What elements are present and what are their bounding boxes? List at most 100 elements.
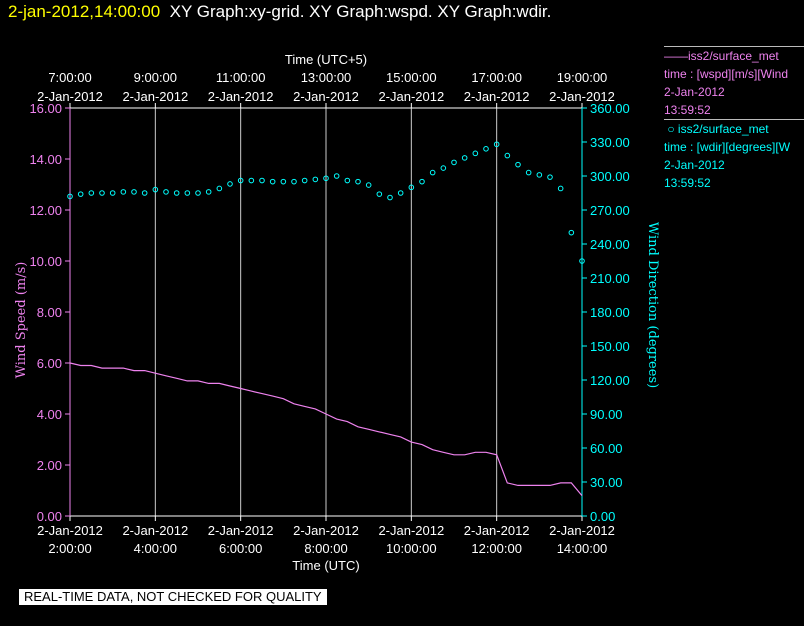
x-axis-label-bottom: Time (UTC) — [292, 558, 359, 573]
legend-marker-swatch: ○ — [664, 122, 678, 136]
x-top-tick-label-date: 2-Jan-2012 — [122, 89, 188, 104]
series-wdir-point — [131, 189, 137, 195]
series-wdir-point — [88, 190, 95, 196]
x-tick-label-time: 8:00:00 — [304, 541, 347, 556]
legend-wspd-date: 2-Jan-2012 — [664, 85, 725, 99]
series-wdir-point — [493, 141, 500, 148]
x-tick-label-date: 2-Jan-2012 — [37, 523, 103, 538]
y-right-tick-label: 120.00 — [590, 373, 630, 388]
legend-wspd-name: iss2/surface_met — [688, 49, 779, 63]
y-right-tick-label: 180.00 — [590, 305, 630, 320]
series-wdir-point — [376, 191, 383, 197]
series-wdir-point — [440, 165, 447, 171]
x-tick-label-time: 6:00:00 — [219, 541, 262, 556]
quality-disclaimer: REAL-TIME DATA, NOT CHECKED FOR QUALITY — [19, 589, 327, 605]
series-wdir-point — [355, 178, 361, 185]
series-wdir-point — [483, 146, 489, 152]
series-wdir-point — [184, 190, 191, 196]
series-wdir-point — [557, 185, 564, 192]
y-left-tick-label: 12.00 — [29, 203, 62, 218]
y-left-tick-label: 4.00 — [37, 407, 62, 422]
series-wdir-point — [67, 193, 73, 200]
x-top-tick-label-time: 9:00:00 — [134, 70, 177, 85]
series-wdir-point — [419, 178, 425, 185]
series-wdir-point — [387, 194, 393, 201]
x-top-tick-label-time: 11:00:00 — [216, 70, 266, 85]
x-top-tick-label-date: 2-Jan-2012 — [293, 89, 359, 104]
y-left-tick-label: 2.00 — [37, 458, 62, 473]
x-top-tick-label-time: 7:00:00 — [48, 70, 91, 85]
legend-wdir-var: time : [wdir][degrees][W — [664, 140, 791, 154]
series-wdir-point — [408, 184, 415, 191]
x-top-tick-label-time: 13:00:00 — [301, 70, 352, 85]
y-right-tick-label: 90.00 — [590, 407, 623, 422]
y-left-tick-label: 16.00 — [29, 101, 62, 116]
y-left-tick-label: 10.00 — [29, 254, 62, 269]
x-axis-label-top: Time (UTC+5) — [285, 52, 367, 67]
y-right-tick-label: 330.00 — [590, 135, 630, 150]
series-wdir-point — [237, 177, 244, 184]
series-wdir-point — [227, 181, 233, 187]
graph-list: XY Graph:xy-grid. XY Graph:wspd. XY Grap… — [169, 2, 552, 21]
x-tick-label-date: 2-Jan-2012 — [549, 523, 615, 538]
series-wdir-point — [205, 189, 212, 195]
x-top-tick-label-date: 2-Jan-2012 — [549, 89, 615, 104]
series-wdir-point — [579, 258, 585, 264]
series-wdir-point — [99, 190, 105, 196]
series-wdir-point — [109, 190, 116, 196]
y-right-tick-label: 300.00 — [590, 169, 630, 184]
series-wdir-point — [173, 190, 180, 196]
legend-wdir-name: iss2/surface_met — [677, 122, 769, 136]
y-left-tick-label: 6.00 — [37, 356, 62, 371]
series-wdir-point — [461, 155, 468, 161]
series-wdir-point — [216, 185, 223, 192]
y-right-tick-label: 60.00 — [590, 441, 623, 456]
series-wdir-point — [120, 189, 127, 195]
x-top-tick-label-date: 2-Jan-2012 — [208, 89, 274, 104]
series-wdir-point — [269, 178, 276, 185]
series-wdir-point — [515, 161, 521, 168]
y-axis-label-left: Wind Speed (m/s) — [14, 262, 29, 379]
timestamp: 2-jan-2012,14:00:00 — [8, 2, 161, 21]
series-wdir-point — [259, 177, 265, 184]
series-wdir-point — [333, 173, 340, 179]
x-tick-label-time: 4:00:00 — [134, 541, 177, 556]
y-right-tick-label: 0.00 — [590, 509, 615, 524]
series-wdir-point — [312, 176, 319, 183]
y-right-tick-label: 150.00 — [590, 339, 630, 354]
x-top-tick-label-date: 2-Jan-2012 — [37, 89, 103, 104]
series-wdir-point — [536, 172, 543, 178]
x-tick-label-date: 2-Jan-2012 — [293, 523, 359, 538]
x-tick-label-date: 2-Jan-2012 — [378, 523, 444, 538]
y-right-tick-label: 360.00 — [590, 101, 630, 116]
series-wdir-point — [344, 177, 351, 184]
series-wdir-point — [504, 152, 511, 159]
legend-wdir-time: 13:59:52 — [664, 176, 711, 190]
x-tick-label-date: 2-Jan-2012 — [208, 523, 274, 538]
y-right-tick-label: 210.00 — [590, 271, 630, 286]
graph-title: 2-jan-2012,14:00:00 XY Graph:xy-grid. XY… — [8, 2, 551, 22]
series-wdir-point — [280, 178, 287, 185]
x-tick-label-date: 2-Jan-2012 — [464, 523, 530, 538]
series-wdir-point — [195, 190, 201, 196]
series-wdir-point — [568, 229, 575, 236]
y-right-tick-label: 30.00 — [590, 475, 623, 490]
series-wdir-point — [77, 191, 84, 197]
series-wdir-point — [472, 150, 479, 157]
legend-wspd: ——iss2/surface_met time : [wspd][m/s][Wi… — [664, 46, 804, 119]
y-right-tick-label: 240.00 — [590, 237, 630, 252]
series-wdir-point — [291, 178, 297, 185]
x-tick-label-time: 14:00:00 — [557, 541, 608, 556]
x-top-tick-label-date: 2-Jan-2012 — [464, 89, 530, 104]
series-wdir-point — [152, 186, 159, 193]
x-top-tick-label-time: 17:00:00 — [471, 70, 522, 85]
series-wdir-point — [323, 175, 329, 182]
x-top-tick-label-time: 15:00:00 — [386, 70, 437, 85]
series-wdir-point — [451, 159, 457, 166]
legend-line-swatch: —— — [664, 49, 688, 63]
legend-wdir-date: 2-Jan-2012 — [664, 158, 725, 172]
series-wdir-point — [429, 169, 436, 176]
series-wdir-point — [248, 177, 255, 184]
series-wdir-point — [301, 177, 308, 184]
